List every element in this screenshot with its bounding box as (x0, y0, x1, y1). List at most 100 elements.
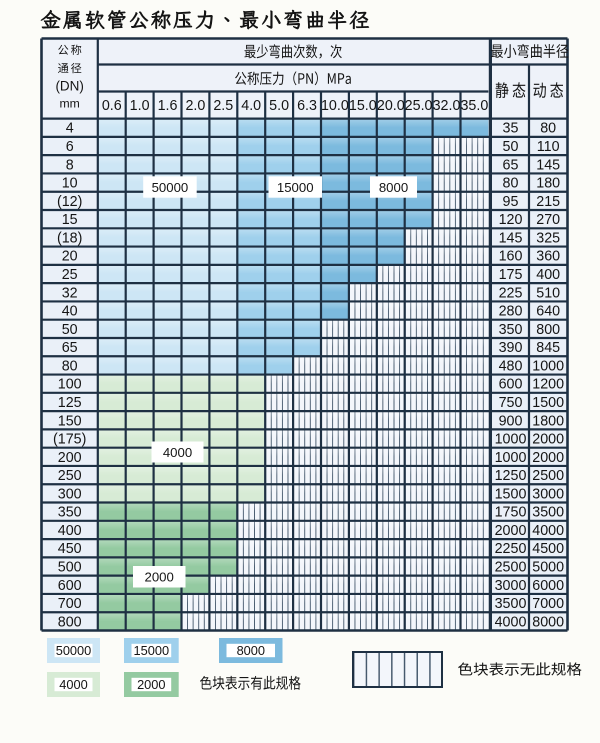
svg-text:35.0: 35.0 (460, 98, 488, 114)
svg-text:5000: 5000 (532, 560, 564, 576)
svg-text:25: 25 (62, 267, 78, 283)
svg-text:0.6: 0.6 (102, 98, 122, 114)
svg-text:2250: 2250 (495, 541, 527, 557)
svg-text:80: 80 (62, 358, 78, 374)
svg-text:120: 120 (499, 212, 523, 228)
svg-text:400: 400 (536, 267, 560, 283)
svg-text:2.5: 2.5 (213, 98, 233, 114)
svg-text:1000: 1000 (532, 358, 564, 374)
svg-text:20.0: 20.0 (377, 98, 405, 114)
svg-text:15.0: 15.0 (349, 98, 377, 114)
svg-text:8: 8 (66, 157, 74, 173)
svg-text:640: 640 (536, 304, 560, 320)
svg-text:6000: 6000 (532, 578, 564, 594)
svg-text:6.3: 6.3 (297, 98, 317, 114)
svg-text:480: 480 (499, 358, 523, 374)
svg-text:160: 160 (499, 249, 523, 265)
svg-text:65: 65 (62, 340, 78, 356)
svg-text:270: 270 (536, 212, 560, 228)
svg-text:145: 145 (536, 157, 560, 173)
svg-text:50000: 50000 (56, 643, 92, 658)
svg-text:2000: 2000 (145, 570, 174, 585)
svg-text:175: 175 (499, 267, 523, 283)
svg-text:2.0: 2.0 (185, 98, 205, 114)
svg-text:1000: 1000 (495, 450, 527, 466)
svg-text:35: 35 (503, 121, 519, 137)
svg-text:500: 500 (58, 560, 82, 576)
svg-text:mm: mm (60, 97, 80, 111)
svg-text:125: 125 (58, 395, 82, 411)
svg-text:20: 20 (62, 249, 78, 265)
svg-text:(18): (18) (57, 230, 82, 246)
svg-text:225: 225 (499, 285, 523, 301)
svg-text:32: 32 (62, 285, 78, 301)
svg-text:510: 510 (536, 285, 560, 301)
svg-text:80: 80 (540, 121, 556, 137)
svg-text:6: 6 (66, 139, 74, 155)
svg-text:(12): (12) (57, 194, 82, 210)
svg-text:3500: 3500 (532, 505, 564, 521)
svg-text:4: 4 (66, 121, 74, 137)
svg-text:800: 800 (536, 322, 560, 338)
svg-text:10: 10 (62, 176, 78, 192)
svg-text:15: 15 (62, 212, 78, 228)
svg-text:700: 700 (58, 596, 82, 612)
svg-text:600: 600 (58, 578, 82, 594)
svg-text:8000: 8000 (237, 643, 265, 658)
svg-text:2500: 2500 (532, 468, 564, 484)
svg-text:65: 65 (503, 157, 519, 173)
svg-text:280: 280 (499, 304, 523, 320)
svg-text:1250: 1250 (495, 468, 527, 484)
svg-text:350: 350 (58, 505, 82, 521)
svg-text:200: 200 (58, 450, 82, 466)
svg-text:845: 845 (536, 340, 560, 356)
svg-text:180: 180 (536, 176, 560, 192)
svg-text:10.0: 10.0 (321, 98, 349, 114)
svg-text:1.6: 1.6 (158, 98, 178, 114)
svg-text:80: 80 (503, 176, 519, 192)
svg-text:4.0: 4.0 (241, 98, 261, 114)
svg-text:3000: 3000 (532, 486, 564, 502)
svg-text:450: 450 (58, 541, 82, 557)
svg-text:2000: 2000 (532, 432, 564, 448)
svg-text:4500: 4500 (532, 541, 564, 557)
svg-text:3000: 3000 (495, 578, 527, 594)
svg-text:7000: 7000 (532, 596, 564, 612)
svg-text:1200: 1200 (532, 377, 564, 393)
svg-text:4000: 4000 (163, 445, 192, 460)
svg-text:32.0: 32.0 (433, 98, 461, 114)
svg-text:2500: 2500 (495, 560, 527, 576)
svg-text:15000: 15000 (134, 643, 170, 658)
svg-text:(175): (175) (53, 432, 86, 448)
svg-text:1750: 1750 (495, 505, 527, 521)
svg-text:100: 100 (58, 377, 82, 393)
svg-text:15000: 15000 (277, 180, 314, 195)
svg-text:4000: 4000 (532, 523, 564, 539)
svg-text:40: 40 (62, 304, 78, 320)
svg-text:4000: 4000 (495, 614, 527, 630)
svg-text:2000: 2000 (495, 523, 527, 539)
svg-text:4000: 4000 (59, 677, 87, 692)
svg-text:2000: 2000 (532, 450, 564, 466)
svg-text:300: 300 (58, 486, 82, 502)
svg-text:1800: 1800 (532, 413, 564, 429)
svg-text:50000: 50000 (152, 180, 189, 195)
svg-text:390: 390 (499, 340, 523, 356)
svg-text:8000: 8000 (379, 180, 408, 195)
svg-text:50: 50 (62, 322, 78, 338)
svg-text:900: 900 (499, 413, 523, 429)
svg-text:25.0: 25.0 (405, 98, 433, 114)
svg-text:50: 50 (503, 139, 519, 155)
svg-text:3500: 3500 (495, 596, 527, 612)
svg-text:1500: 1500 (495, 486, 527, 502)
svg-text:2000: 2000 (137, 677, 165, 692)
svg-text:750: 750 (499, 395, 523, 411)
svg-text:800: 800 (58, 614, 82, 630)
svg-text:400: 400 (58, 523, 82, 539)
svg-text:110: 110 (537, 139, 560, 155)
svg-text:250: 250 (58, 468, 82, 484)
svg-text:8000: 8000 (532, 614, 564, 630)
svg-text:1.0: 1.0 (130, 98, 150, 114)
svg-text:145: 145 (499, 230, 523, 246)
svg-text:1000: 1000 (495, 432, 527, 448)
